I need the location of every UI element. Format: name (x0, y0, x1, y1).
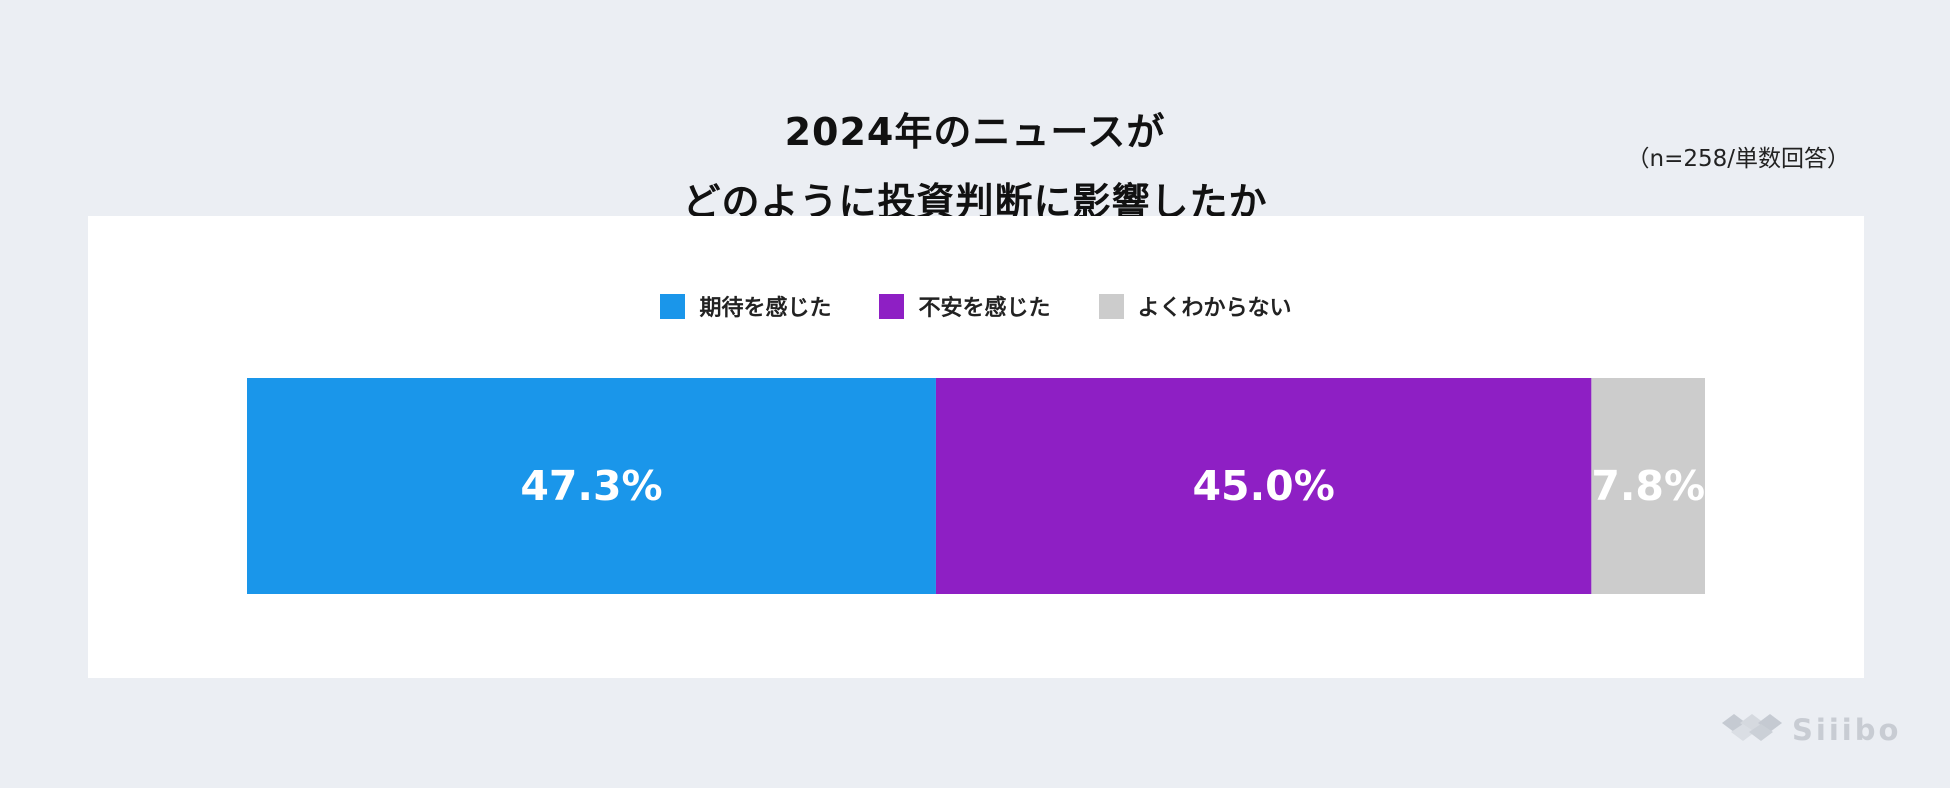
legend-swatch-unknown (1098, 293, 1124, 319)
bar-label-anxiety: 45.0% (1193, 462, 1335, 510)
chart-title-line-1: 2024年のニュースが (784, 110, 1166, 155)
bar-label-expectation: 47.3% (520, 462, 662, 510)
legend-item-expectation: 期待を感じた (660, 290, 831, 322)
bar-segment-unknown (1591, 378, 1705, 594)
bar-segment-anxiety (935, 378, 1592, 594)
bar-segment-expectation (247, 378, 936, 594)
chart-legend: 期待を感じた 不安を感じた よくわからない (88, 286, 1864, 326)
legend-label-anxiety: 不安を感じた (918, 296, 1051, 321)
legend-label-unknown: よくわからない (1137, 296, 1292, 321)
sample-size-note: （n=258/単数回答） (1626, 146, 1851, 172)
legend-swatch-expectation (660, 293, 686, 319)
legend-item-unknown: よくわからない (1098, 290, 1292, 322)
brand-name: Siiibo (1792, 713, 1902, 747)
legend-swatch-anxiety (879, 293, 905, 319)
legend-label-expectation: 期待を感じた (699, 296, 832, 321)
stacked-bar-chart: 47.3% 45.0% 7.8% (247, 378, 1705, 594)
siiibo-logo-mark-icon (1722, 714, 1782, 741)
chart-panel: 期待を感じた 不安を感じた よくわからない 47.3% 45.0% 7.8% (88, 216, 1864, 678)
legend-item-anxiety: 不安を感じた (879, 290, 1051, 322)
stacked-bar-svg: 47.3% 45.0% 7.8% (247, 378, 1705, 594)
brand-logo: Siiibo (1722, 714, 1901, 746)
bar-label-unknown: 7.8% (1591, 462, 1705, 510)
